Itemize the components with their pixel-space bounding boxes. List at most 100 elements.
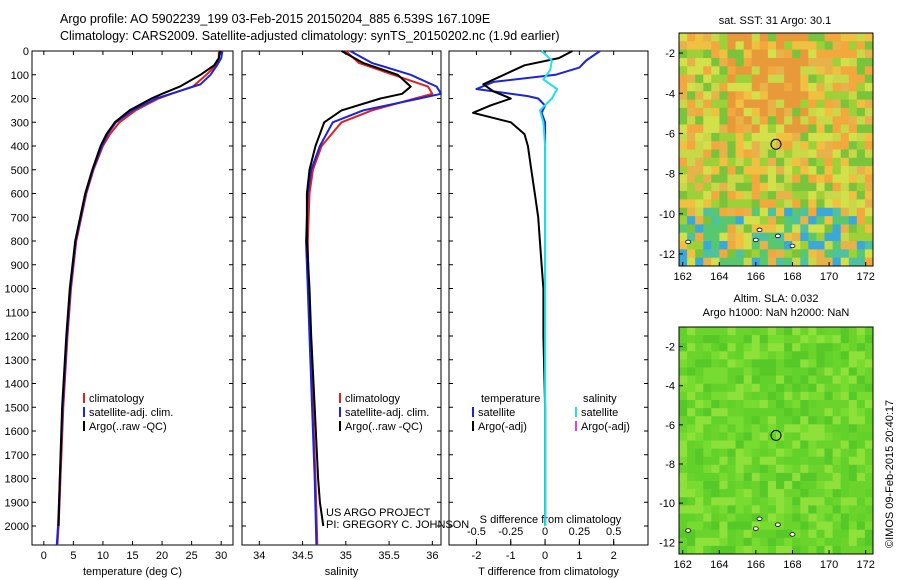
map-cell xyxy=(759,41,769,51)
temp-legend-label: Argo(..raw -QC) xyxy=(89,421,167,433)
map-cell xyxy=(816,464,825,474)
map-cell xyxy=(784,141,793,150)
map-cell xyxy=(824,141,834,150)
map-cell xyxy=(703,351,712,360)
map-cell xyxy=(703,141,712,150)
map-cell xyxy=(840,66,850,76)
map-cell xyxy=(719,141,728,150)
map-cell xyxy=(792,174,801,184)
map-cell xyxy=(767,367,777,377)
xaxis-label: temperature (deg C) xyxy=(83,566,182,578)
map-cell xyxy=(679,545,688,555)
map-cell xyxy=(711,408,720,417)
map-cell xyxy=(864,489,874,498)
map-cell xyxy=(832,182,842,192)
map-cell xyxy=(759,166,769,175)
map-cell xyxy=(759,367,769,377)
map-cell xyxy=(800,416,809,425)
map-cell xyxy=(784,408,793,417)
map-cell xyxy=(687,408,696,417)
map-cell xyxy=(800,249,809,259)
map-cell xyxy=(832,545,842,555)
map-cell xyxy=(832,82,842,92)
map-cell xyxy=(751,343,761,352)
map-cell xyxy=(848,545,858,555)
map-cell xyxy=(792,416,801,425)
map-cell xyxy=(800,141,809,150)
map-cell xyxy=(776,472,785,482)
map-cell xyxy=(864,481,874,490)
diff-legend-sal-label: Argo(-adj) xyxy=(581,421,630,433)
map-cell xyxy=(703,481,712,490)
map-cell xyxy=(800,99,809,109)
map-cell xyxy=(695,216,704,225)
map-cell xyxy=(719,249,728,259)
map-cell xyxy=(808,529,817,539)
map-cell xyxy=(759,383,769,393)
map-cell xyxy=(751,224,761,234)
map-cell xyxy=(687,191,696,200)
map-cell xyxy=(808,440,817,450)
map-cell xyxy=(808,537,817,547)
map-cell xyxy=(759,224,769,234)
map-cell xyxy=(679,464,688,474)
map-cell xyxy=(719,489,728,498)
map-cell xyxy=(824,99,834,109)
map-cell xyxy=(824,224,834,234)
map-cell xyxy=(848,33,858,42)
map-cell xyxy=(719,448,728,458)
map-cell xyxy=(711,521,720,531)
map-cell xyxy=(800,432,809,441)
map-cell xyxy=(808,58,817,67)
map-cell xyxy=(864,149,874,159)
map-cell xyxy=(856,132,866,142)
map-cell xyxy=(719,359,728,368)
xtick-label: 1 xyxy=(576,550,582,562)
map-cell xyxy=(711,166,720,175)
map-cell xyxy=(727,529,737,539)
map-cell xyxy=(719,472,728,482)
map-cell xyxy=(767,416,777,425)
map-cell xyxy=(792,49,801,59)
map-cell xyxy=(808,216,817,225)
map-cell xyxy=(679,241,688,250)
map-cell xyxy=(751,58,761,67)
map-cell xyxy=(792,91,801,101)
map-cell xyxy=(784,448,793,458)
map-cell xyxy=(816,489,825,498)
map-cell xyxy=(840,91,850,101)
map-cell xyxy=(800,383,809,393)
map-cell xyxy=(776,481,785,490)
map-cell xyxy=(816,408,825,417)
map-cell xyxy=(679,440,688,450)
map-cell xyxy=(703,107,712,117)
map-cell xyxy=(703,82,712,92)
map-cell xyxy=(767,440,777,450)
map-cell xyxy=(840,432,850,441)
map-cell xyxy=(687,440,696,450)
map-cell xyxy=(703,49,712,59)
map-cell xyxy=(808,489,817,498)
map-cell xyxy=(856,107,866,117)
map-cell xyxy=(808,157,817,167)
timestamp-label: ©IMOS 09-Feb-2015 20:40:17 xyxy=(884,399,896,548)
map-cell xyxy=(816,400,825,409)
map-cell xyxy=(816,416,825,425)
map-cell xyxy=(687,132,696,142)
map-cell xyxy=(776,505,785,514)
island-shape xyxy=(789,243,796,249)
map-cell xyxy=(767,497,777,506)
map-cell xyxy=(679,107,688,117)
map-cell xyxy=(856,464,866,474)
map-cell xyxy=(840,182,850,192)
map-sla xyxy=(679,327,874,555)
xtick-label: 20 xyxy=(156,550,168,562)
map-cell xyxy=(759,448,769,458)
map-cell xyxy=(751,464,761,474)
map-cell xyxy=(800,107,809,117)
map-cell xyxy=(776,66,785,76)
map-cell xyxy=(784,505,793,514)
map-cell xyxy=(824,174,834,184)
map-cell xyxy=(687,327,696,336)
map-cell xyxy=(784,464,793,474)
